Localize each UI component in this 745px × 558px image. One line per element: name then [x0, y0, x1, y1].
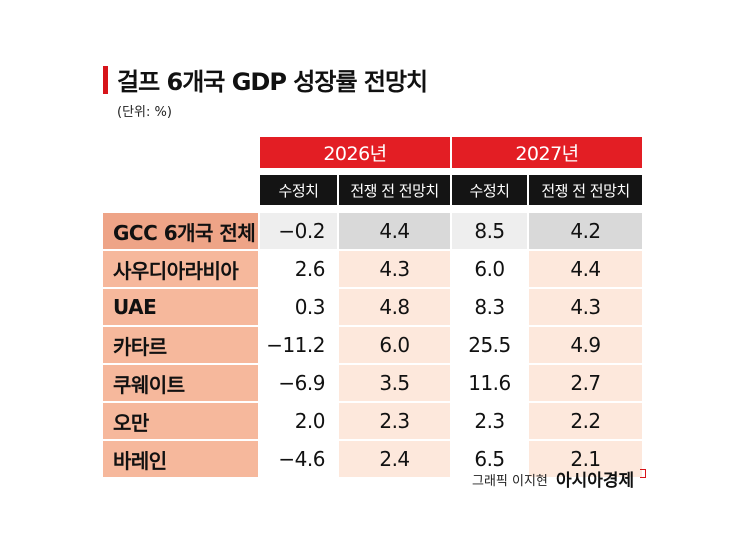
title: 걸프 6개국 GDP 성장률 전망치: [117, 68, 428, 96]
credit: 그래픽 이지현: [472, 474, 548, 489]
value-cell: 0.3: [260, 289, 337, 325]
column-header: 수정치: [260, 175, 337, 205]
year-header: 2027년: [452, 137, 642, 168]
brand: 아시아경제: [556, 471, 635, 491]
value-cell: 2.0: [260, 403, 337, 439]
value-cell: 6.0: [452, 251, 527, 287]
value-cell: −0.2: [260, 213, 337, 249]
value-cell: −4.6: [260, 441, 337, 477]
column-header: 전쟁 전 전망치: [529, 175, 642, 205]
year-header: 2026년: [260, 137, 450, 168]
value-cell: 11.6: [452, 365, 527, 401]
value-cell: 2.6: [260, 251, 337, 287]
table: 2026년 2027년 수정치 전쟁 전 전망치 수정치 전쟁 전 전망치 GCC 6개국 …: [103, 137, 642, 477]
value-cell: 4.4: [529, 251, 642, 287]
row-label: 오만: [103, 403, 258, 439]
corner-cell: [103, 137, 258, 173]
unit-note: (단위: %): [117, 105, 172, 120]
row-label: 쿠웨이트: [103, 365, 258, 401]
value-cell: 2.2: [529, 403, 642, 439]
column-header: 수정치: [452, 175, 527, 205]
value-cell: 4.4: [339, 213, 450, 249]
value-cell: −11.2: [260, 327, 337, 363]
value-cell: 25.5: [452, 327, 527, 363]
value-cell: 3.5: [339, 365, 450, 401]
value-cell: 4.8: [339, 289, 450, 325]
value-cell: 4.2: [529, 213, 642, 249]
corner-cell: [103, 175, 258, 211]
value-cell: 8.5: [452, 213, 527, 249]
value-cell: 4.3: [339, 251, 450, 287]
brand-mark: [640, 469, 646, 478]
value-cell: 2.3: [339, 403, 450, 439]
value-cell: 2.7: [529, 365, 642, 401]
row-label: 카타르: [103, 327, 258, 363]
value-cell: 2.4: [339, 441, 450, 477]
value-cell: 6.0: [339, 327, 450, 363]
value-cell: 6.5: [452, 441, 527, 477]
row-label: UAE: [103, 289, 258, 325]
value-cell: 4.9: [529, 327, 642, 363]
value-cell: 4.3: [529, 289, 642, 325]
column-header: 전쟁 전 전망치: [339, 175, 450, 205]
row-label: 바레인: [103, 441, 258, 477]
row-label: GCC 6개국 전체: [103, 213, 258, 249]
value-cell: 8.3: [452, 289, 527, 325]
row-label: 사우디아라비아: [103, 251, 258, 287]
title-accent: [103, 66, 108, 94]
value-cell: 2.3: [452, 403, 527, 439]
value-cell: 2.1: [529, 441, 642, 477]
value-cell: −6.9: [260, 365, 337, 401]
